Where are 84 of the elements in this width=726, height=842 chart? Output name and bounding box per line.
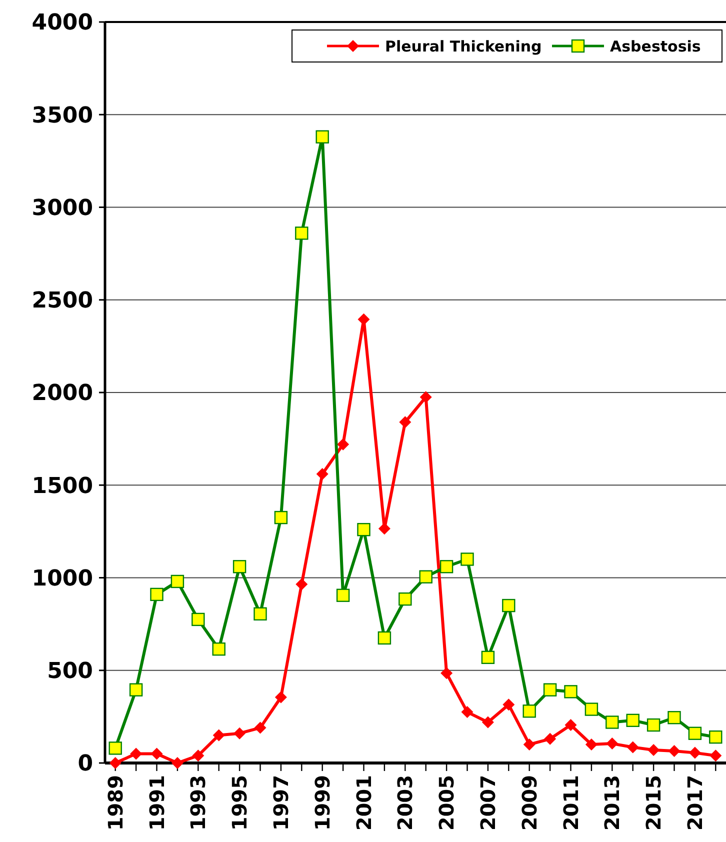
- legend-label: Pleural Thickening: [385, 37, 542, 56]
- y-tick-label: 1500: [32, 474, 93, 499]
- point: [688, 746, 701, 759]
- y-tick-label: 2000: [32, 381, 93, 406]
- point: [399, 416, 412, 428]
- y-tick-label: 0: [78, 752, 93, 777]
- point: [709, 730, 722, 744]
- point: [544, 732, 556, 745]
- point: [585, 738, 598, 750]
- x-tick-label: 1989: [103, 775, 128, 831]
- y-tick-label: 500: [47, 659, 93, 684]
- x-tick-label: 2011: [558, 775, 583, 831]
- point: [212, 729, 225, 742]
- point: [460, 552, 474, 566]
- point: [584, 702, 598, 716]
- point: [502, 698, 515, 711]
- point: [606, 716, 619, 729]
- point: [274, 510, 288, 524]
- y-tick-label: 2500: [32, 288, 93, 314]
- x-tick-label: 2003: [393, 775, 418, 831]
- point: [378, 631, 392, 645]
- point: [192, 612, 205, 626]
- point: [171, 757, 184, 769]
- point: [254, 607, 267, 620]
- point: [626, 714, 640, 727]
- x-tick-label: 2015: [642, 775, 666, 831]
- point: [108, 742, 122, 755]
- y-tick-label: 1000: [32, 566, 93, 592]
- point: [130, 748, 142, 760]
- point: [564, 719, 577, 732]
- point: [234, 727, 246, 740]
- point: [337, 438, 350, 450]
- point: [150, 748, 163, 760]
- x-tick-label: 2005: [434, 775, 459, 831]
- point: [398, 592, 412, 606]
- point: [336, 588, 350, 602]
- point: [232, 560, 246, 574]
- point: [316, 130, 329, 144]
- point: [150, 588, 164, 602]
- point: [192, 750, 204, 762]
- point: [606, 738, 618, 750]
- legend-label: Asbestosis: [610, 37, 701, 56]
- point: [523, 738, 536, 750]
- y-tick-label: 3500: [32, 103, 93, 128]
- point: [626, 741, 639, 754]
- point: [170, 574, 184, 588]
- point: [461, 706, 474, 718]
- point: [129, 683, 143, 696]
- x-tick-label: 1993: [186, 775, 210, 831]
- x-tick-label: 2013: [600, 775, 624, 831]
- point: [564, 685, 578, 698]
- point: [212, 642, 226, 656]
- x-tick-label: 2001: [352, 775, 376, 831]
- point: [419, 570, 432, 584]
- x-tick-label: 2007: [476, 775, 500, 831]
- point: [522, 704, 536, 718]
- point: [440, 667, 453, 680]
- point: [668, 744, 680, 757]
- point: [688, 726, 702, 740]
- point: [316, 468, 328, 480]
- point: [357, 522, 370, 536]
- point: [646, 718, 660, 732]
- point: [710, 750, 722, 762]
- point: [502, 598, 516, 612]
- point: [296, 578, 308, 590]
- x-tick-label: 1995: [228, 775, 252, 831]
- point: [109, 757, 122, 769]
- x-tick-label: 2009: [517, 775, 542, 831]
- point: [254, 722, 266, 734]
- point: [668, 711, 681, 724]
- y-tick-label: 3000: [32, 196, 93, 221]
- point: [481, 650, 495, 664]
- point: [295, 226, 308, 240]
- x-tick-label: 1997: [268, 775, 293, 831]
- point: [440, 560, 454, 574]
- point: [648, 744, 660, 756]
- x-tick-label: 2017: [682, 775, 707, 831]
- point: [274, 691, 287, 704]
- point: [482, 716, 494, 728]
- point: [420, 391, 432, 404]
- y-tick-label: 4000: [32, 10, 93, 36]
- point: [543, 683, 557, 696]
- x-tick-label: 1999: [310, 775, 334, 831]
- x-tick-label: 1991: [144, 775, 169, 831]
